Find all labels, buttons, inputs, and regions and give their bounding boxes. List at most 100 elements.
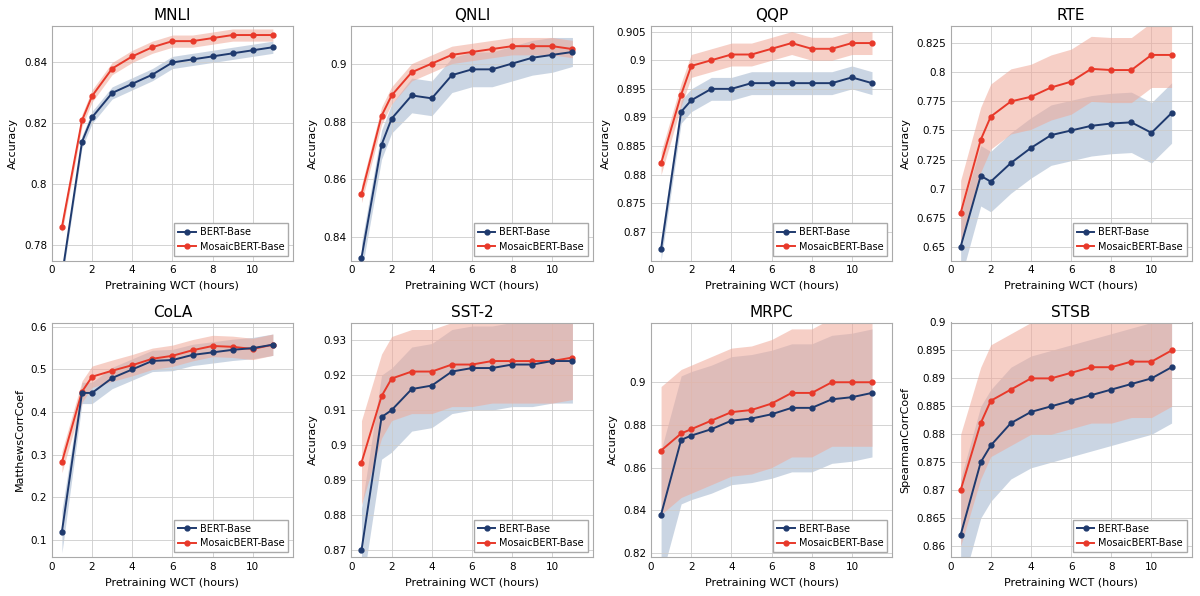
BERT-Base: [865, 80, 880, 87]
MosaicBERT-Base: [185, 38, 199, 45]
BERT-Base: [185, 352, 199, 359]
MosaicBERT-Base: [954, 209, 968, 216]
MosaicBERT-Base: [1124, 67, 1139, 74]
BERT-Base: [384, 115, 398, 122]
Y-axis label: MatthewsCorrCoef: MatthewsCorrCoef: [14, 389, 25, 491]
Y-axis label: Accuracy: Accuracy: [601, 118, 611, 169]
MosaicBERT-Base: [145, 355, 160, 362]
BERT-Base: [374, 141, 389, 148]
Legend: BERT-Base, MosaicBERT-Base: BERT-Base, MosaicBERT-Base: [474, 520, 588, 552]
MosaicBERT-Base: [526, 42, 540, 49]
BERT-Base: [1104, 120, 1118, 127]
MosaicBERT-Base: [744, 51, 758, 58]
X-axis label: Pretraining WCT (hours): Pretraining WCT (hours): [406, 578, 539, 588]
Y-axis label: SpearmanCorrCoef: SpearmanCorrCoef: [900, 387, 911, 493]
MosaicBERT-Base: [674, 91, 689, 98]
MosaicBERT-Base: [445, 51, 460, 58]
X-axis label: Pretraining WCT (hours): Pretraining WCT (hours): [704, 281, 839, 291]
Title: QNLI: QNLI: [454, 8, 490, 23]
MosaicBERT-Base: [824, 45, 839, 52]
BERT-Base: [205, 53, 220, 60]
MosaicBERT-Base: [505, 358, 520, 365]
MosaicBERT-Base: [74, 388, 89, 395]
MosaicBERT-Base: [973, 136, 988, 144]
MosaicBERT-Base: [1003, 98, 1018, 105]
BERT-Base: [684, 432, 698, 439]
MosaicBERT-Base: [55, 224, 70, 231]
BERT-Base: [1124, 380, 1139, 387]
MosaicBERT-Base: [1024, 375, 1038, 382]
MosaicBERT-Base: [1104, 364, 1118, 371]
BERT-Base: [954, 243, 968, 250]
MosaicBERT-Base: [425, 60, 439, 67]
BERT-Base: [425, 382, 439, 389]
BERT-Base: [404, 386, 419, 393]
Line: BERT-Base: BERT-Base: [959, 111, 1174, 249]
Title: QQP: QQP: [755, 8, 788, 23]
Line: MosaicBERT-Base: MosaicBERT-Base: [959, 348, 1174, 493]
BERT-Base: [1164, 364, 1178, 371]
BERT-Base: [1064, 127, 1079, 134]
BERT-Base: [505, 60, 520, 67]
BERT-Base: [824, 80, 839, 87]
BERT-Base: [166, 356, 180, 364]
MosaicBERT-Base: [464, 361, 479, 368]
MosaicBERT-Base: [674, 430, 689, 437]
Line: MosaicBERT-Base: MosaicBERT-Base: [359, 44, 575, 197]
Y-axis label: Accuracy: Accuracy: [8, 118, 18, 169]
Title: SST-2: SST-2: [451, 305, 493, 320]
BERT-Base: [973, 172, 988, 179]
Y-axis label: Accuracy: Accuracy: [308, 414, 318, 465]
X-axis label: Pretraining WCT (hours): Pretraining WCT (hours): [1004, 578, 1138, 588]
MosaicBERT-Base: [1164, 347, 1178, 354]
BERT-Base: [104, 374, 119, 381]
BERT-Base: [973, 459, 988, 466]
BERT-Base: [384, 406, 398, 414]
MosaicBERT-Base: [704, 57, 719, 64]
Line: BERT-Base: BERT-Base: [359, 49, 575, 260]
Line: BERT-Base: BERT-Base: [959, 365, 1174, 538]
Legend: BERT-Base, MosaicBERT-Base: BERT-Base, MosaicBERT-Base: [174, 223, 288, 256]
MosaicBERT-Base: [384, 375, 398, 382]
Line: MosaicBERT-Base: MosaicBERT-Base: [60, 33, 275, 229]
BERT-Base: [226, 346, 240, 353]
Y-axis label: Accuracy: Accuracy: [900, 118, 911, 169]
BERT-Base: [205, 349, 220, 356]
BERT-Base: [764, 411, 779, 418]
BERT-Base: [654, 246, 668, 253]
MosaicBERT-Base: [1064, 370, 1079, 377]
MosaicBERT-Base: [445, 361, 460, 368]
MosaicBERT-Base: [824, 378, 839, 386]
BERT-Base: [1044, 132, 1058, 139]
MosaicBERT-Base: [1024, 93, 1038, 100]
MosaicBERT-Base: [55, 458, 70, 465]
BERT-Base: [545, 51, 559, 58]
BERT-Base: [354, 254, 368, 261]
BERT-Base: [804, 80, 818, 87]
MosaicBERT-Base: [785, 389, 799, 396]
BERT-Base: [1003, 160, 1018, 167]
BERT-Base: [674, 108, 689, 116]
BERT-Base: [704, 426, 719, 433]
Title: STSB: STSB: [1051, 305, 1091, 320]
BERT-Base: [526, 54, 540, 61]
MosaicBERT-Base: [845, 378, 859, 386]
Line: MosaicBERT-Base: MosaicBERT-Base: [60, 342, 275, 464]
MosaicBERT-Base: [354, 190, 368, 197]
MosaicBERT-Base: [744, 406, 758, 414]
BERT-Base: [1145, 129, 1159, 136]
BERT-Base: [226, 49, 240, 57]
MosaicBERT-Base: [265, 32, 280, 39]
Title: MNLI: MNLI: [154, 8, 191, 23]
Line: BERT-Base: BERT-Base: [359, 359, 575, 552]
MosaicBERT-Base: [205, 342, 220, 349]
BERT-Base: [785, 404, 799, 411]
BERT-Base: [425, 95, 439, 102]
BERT-Base: [185, 56, 199, 63]
MosaicBERT-Base: [865, 39, 880, 46]
MosaicBERT-Base: [565, 45, 580, 52]
MosaicBERT-Base: [404, 368, 419, 375]
MosaicBERT-Base: [1044, 84, 1058, 91]
Line: BERT-Base: BERT-Base: [60, 342, 275, 534]
MosaicBERT-Base: [1104, 67, 1118, 74]
